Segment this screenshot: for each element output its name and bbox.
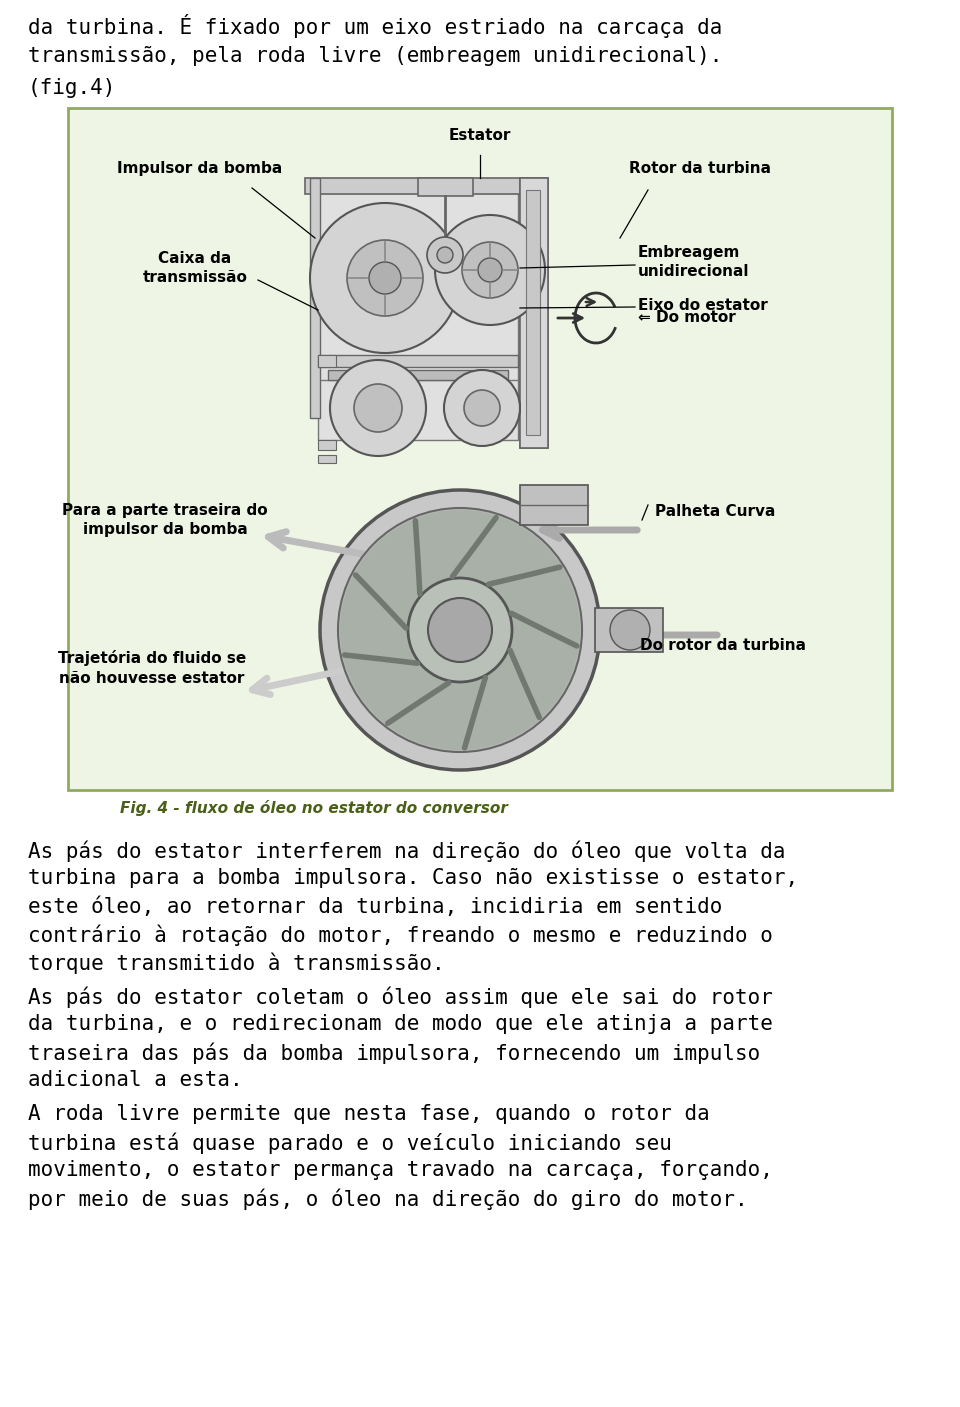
Circle shape — [310, 203, 460, 353]
Text: Palheta Curva: Palheta Curva — [655, 505, 776, 519]
Text: turbina para a bomba impulsora. Caso não existisse o estator,: turbina para a bomba impulsora. Caso não… — [28, 868, 798, 888]
Text: torque transmitido à transmissão.: torque transmitido à transmissão. — [28, 953, 444, 974]
Text: turbina está quase parado e o veículo iniciando seu: turbina está quase parado e o veículo in… — [28, 1133, 672, 1154]
Bar — [520, 179, 548, 447]
Bar — [526, 190, 540, 435]
Circle shape — [610, 611, 650, 650]
Text: contrário à rotação do motor, freando o mesmo e reduzindo o: contrário à rotação do motor, freando o … — [28, 924, 773, 946]
Circle shape — [340, 509, 580, 750]
Text: da turbina. É fixado por um eixo estriado na carcaça da: da turbina. É fixado por um eixo estriad… — [28, 14, 722, 38]
Circle shape — [464, 390, 500, 426]
Circle shape — [338, 508, 582, 751]
Circle shape — [437, 248, 453, 263]
Bar — [68, 108, 892, 789]
Bar — [520, 485, 588, 525]
Text: Do rotor da turbina: Do rotor da turbina — [640, 637, 806, 653]
Text: transmissão, pela roda livre (embreagem unidirecional).: transmissão, pela roda livre (embreagem … — [28, 46, 722, 66]
Bar — [328, 370, 508, 380]
Text: A roda livre permite que nesta fase, quando o rotor da: A roda livre permite que nesta fase, qua… — [28, 1104, 709, 1124]
Text: As pás do estator interferem na direção do óleo que volta da: As pás do estator interferem na direção … — [28, 840, 785, 861]
Circle shape — [354, 384, 402, 432]
Bar — [310, 179, 320, 418]
Text: Trajetória do fluido se
não houvesse estator: Trajetória do fluido se não houvesse est… — [58, 650, 246, 685]
Circle shape — [444, 370, 520, 446]
Bar — [520, 179, 548, 447]
Text: adicional a esta.: adicional a esta. — [28, 1069, 243, 1090]
Text: As pás do estator coletam o óleo assim que ele sai do rotor: As pás do estator coletam o óleo assim q… — [28, 986, 773, 1007]
Bar — [318, 355, 336, 367]
Bar — [418, 179, 473, 196]
Bar — [318, 440, 336, 450]
Circle shape — [330, 360, 426, 456]
Text: Rotor da turbina: Rotor da turbina — [629, 160, 771, 176]
Circle shape — [347, 241, 423, 317]
Circle shape — [478, 257, 502, 281]
Text: da turbina, e o redirecionam de modo que ele atinja a parte: da turbina, e o redirecionam de modo que… — [28, 1014, 773, 1034]
Bar — [318, 193, 518, 418]
Circle shape — [435, 215, 545, 325]
Text: Fig. 4 - fluxo de óleo no estator do conversor: Fig. 4 - fluxo de óleo no estator do con… — [120, 801, 508, 816]
Text: (fig.4): (fig.4) — [28, 77, 116, 98]
Text: Caixa da
transmissão: Caixa da transmissão — [143, 250, 248, 286]
Text: Embreagem
unidirecional: Embreagem unidirecional — [638, 245, 750, 280]
Text: Eixo do estator: Eixo do estator — [638, 297, 768, 312]
Bar — [318, 355, 518, 367]
Circle shape — [408, 578, 512, 682]
Bar — [305, 179, 520, 194]
Bar — [318, 380, 518, 440]
Circle shape — [320, 490, 600, 770]
Text: ⇐ Do motor: ⇐ Do motor — [638, 311, 735, 325]
Circle shape — [462, 242, 518, 298]
Text: Estator: Estator — [449, 128, 511, 144]
Text: Impulsor da bomba: Impulsor da bomba — [117, 160, 282, 176]
Text: Para a parte traseira do
impulsor da bomba: Para a parte traseira do impulsor da bom… — [62, 502, 268, 537]
Circle shape — [427, 236, 463, 273]
Text: este óleo, ao retornar da turbina, incidiria em sentido: este óleo, ao retornar da turbina, incid… — [28, 896, 722, 916]
Text: por meio de suas pás, o óleo na direção do giro do motor.: por meio de suas pás, o óleo na direção … — [28, 1188, 748, 1210]
Bar — [595, 608, 663, 651]
Text: movimento, o estator permança travado na carcaça, forçando,: movimento, o estator permança travado na… — [28, 1159, 773, 1180]
Bar — [318, 454, 336, 463]
Circle shape — [369, 262, 401, 294]
Circle shape — [428, 598, 492, 663]
Text: traseira das pás da bomba impulsora, fornecendo um impulso: traseira das pás da bomba impulsora, for… — [28, 1043, 760, 1064]
